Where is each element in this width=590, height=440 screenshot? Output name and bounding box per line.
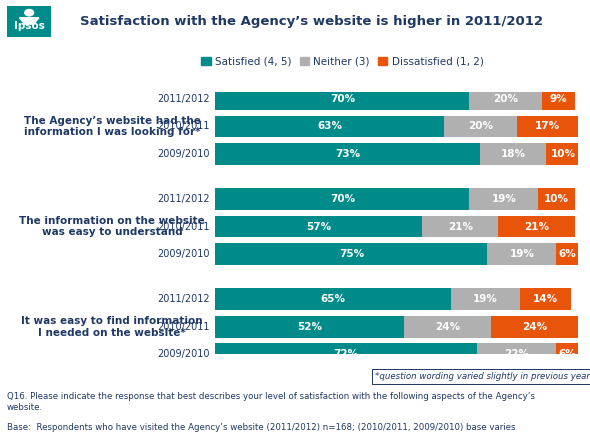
Text: 72%: 72% xyxy=(333,349,359,359)
Text: 24%: 24% xyxy=(522,322,547,332)
Bar xyxy=(444,116,516,137)
Text: Q16. Please indicate the response that best describes your level of satisfaction: Q16. Please indicate the response that b… xyxy=(7,392,535,412)
Text: 2009/2010: 2009/2010 xyxy=(158,149,210,159)
Bar xyxy=(556,343,578,365)
Bar xyxy=(499,216,575,237)
Text: 9%: 9% xyxy=(549,94,567,104)
Bar xyxy=(422,216,499,237)
Text: 10%: 10% xyxy=(551,149,576,159)
Bar xyxy=(451,288,520,310)
Text: 18%: 18% xyxy=(500,149,525,159)
Text: 2011/2012: 2011/2012 xyxy=(158,294,210,304)
Bar xyxy=(215,143,480,165)
Bar xyxy=(215,316,404,337)
Legend: Satisfied (4, 5), Neither (3), Dissatisfied (1, 2): Satisfied (4, 5), Neither (3), Dissatisf… xyxy=(199,55,486,69)
Text: 2009/2010: 2009/2010 xyxy=(158,349,210,359)
Text: 2009/2010: 2009/2010 xyxy=(158,249,210,259)
Bar xyxy=(491,316,578,337)
Text: 57%: 57% xyxy=(306,222,332,231)
Text: 75%: 75% xyxy=(339,249,364,259)
Bar xyxy=(215,188,470,210)
Bar xyxy=(538,188,575,210)
Bar xyxy=(215,343,477,365)
Text: 70%: 70% xyxy=(330,194,355,204)
Text: 14%: 14% xyxy=(533,294,558,304)
Text: The information on the website
was easy to understand: The information on the website was easy … xyxy=(19,216,205,237)
Text: Base:  Respondents who have visited the Agency’s website (2011/2012) n=168; (201: Base: Respondents who have visited the A… xyxy=(7,423,516,432)
Bar xyxy=(215,116,444,137)
Bar xyxy=(480,143,546,165)
Text: It was easy to find information
I needed on the website*: It was easy to find information I needed… xyxy=(21,316,203,337)
Text: 10%: 10% xyxy=(544,194,569,204)
Text: 2010/2011: 2010/2011 xyxy=(158,322,210,332)
Bar xyxy=(470,88,542,110)
Bar xyxy=(516,116,578,137)
Text: 20%: 20% xyxy=(468,121,493,132)
Polygon shape xyxy=(19,18,39,24)
Text: 73%: 73% xyxy=(335,149,360,159)
Text: 24%: 24% xyxy=(435,322,460,332)
Bar xyxy=(404,316,491,337)
Text: 52%: 52% xyxy=(297,322,322,332)
Text: 21%: 21% xyxy=(524,222,549,231)
Bar xyxy=(487,243,556,265)
Bar xyxy=(556,243,578,265)
Text: *question wording varied slightly in previous years: *question wording varied slightly in pre… xyxy=(375,372,590,381)
Bar xyxy=(215,288,451,310)
Text: 2011/2012: 2011/2012 xyxy=(158,194,210,204)
Bar xyxy=(215,88,470,110)
Text: 21%: 21% xyxy=(448,222,473,231)
Bar xyxy=(470,188,538,210)
Text: The Agency’s website had the
information I was looking for*: The Agency’s website had the information… xyxy=(24,116,201,137)
Text: 17%: 17% xyxy=(535,121,560,132)
Text: 19%: 19% xyxy=(491,194,516,204)
Text: 6%: 6% xyxy=(559,249,576,259)
Text: 6%: 6% xyxy=(559,349,576,359)
Bar xyxy=(215,216,422,237)
Text: 2010/2011: 2010/2011 xyxy=(158,222,210,231)
Text: 20%: 20% xyxy=(493,94,518,104)
Text: 65%: 65% xyxy=(321,294,346,304)
Text: Ipsos: Ipsos xyxy=(14,21,45,31)
Text: 2010/2011: 2010/2011 xyxy=(158,121,210,132)
Bar xyxy=(520,288,571,310)
Text: 70%: 70% xyxy=(330,94,355,104)
Text: 19%: 19% xyxy=(473,294,498,304)
Bar xyxy=(477,343,556,365)
Bar xyxy=(215,243,487,265)
Bar xyxy=(546,143,582,165)
Circle shape xyxy=(25,10,34,16)
Text: 19%: 19% xyxy=(510,249,535,259)
Bar xyxy=(542,88,575,110)
Text: 63%: 63% xyxy=(317,121,342,132)
Text: Satisfaction with the Agency’s website is higher in 2011/2012: Satisfaction with the Agency’s website i… xyxy=(80,15,543,29)
Text: 22%: 22% xyxy=(504,349,529,359)
Text: 2011/2012: 2011/2012 xyxy=(158,94,210,104)
